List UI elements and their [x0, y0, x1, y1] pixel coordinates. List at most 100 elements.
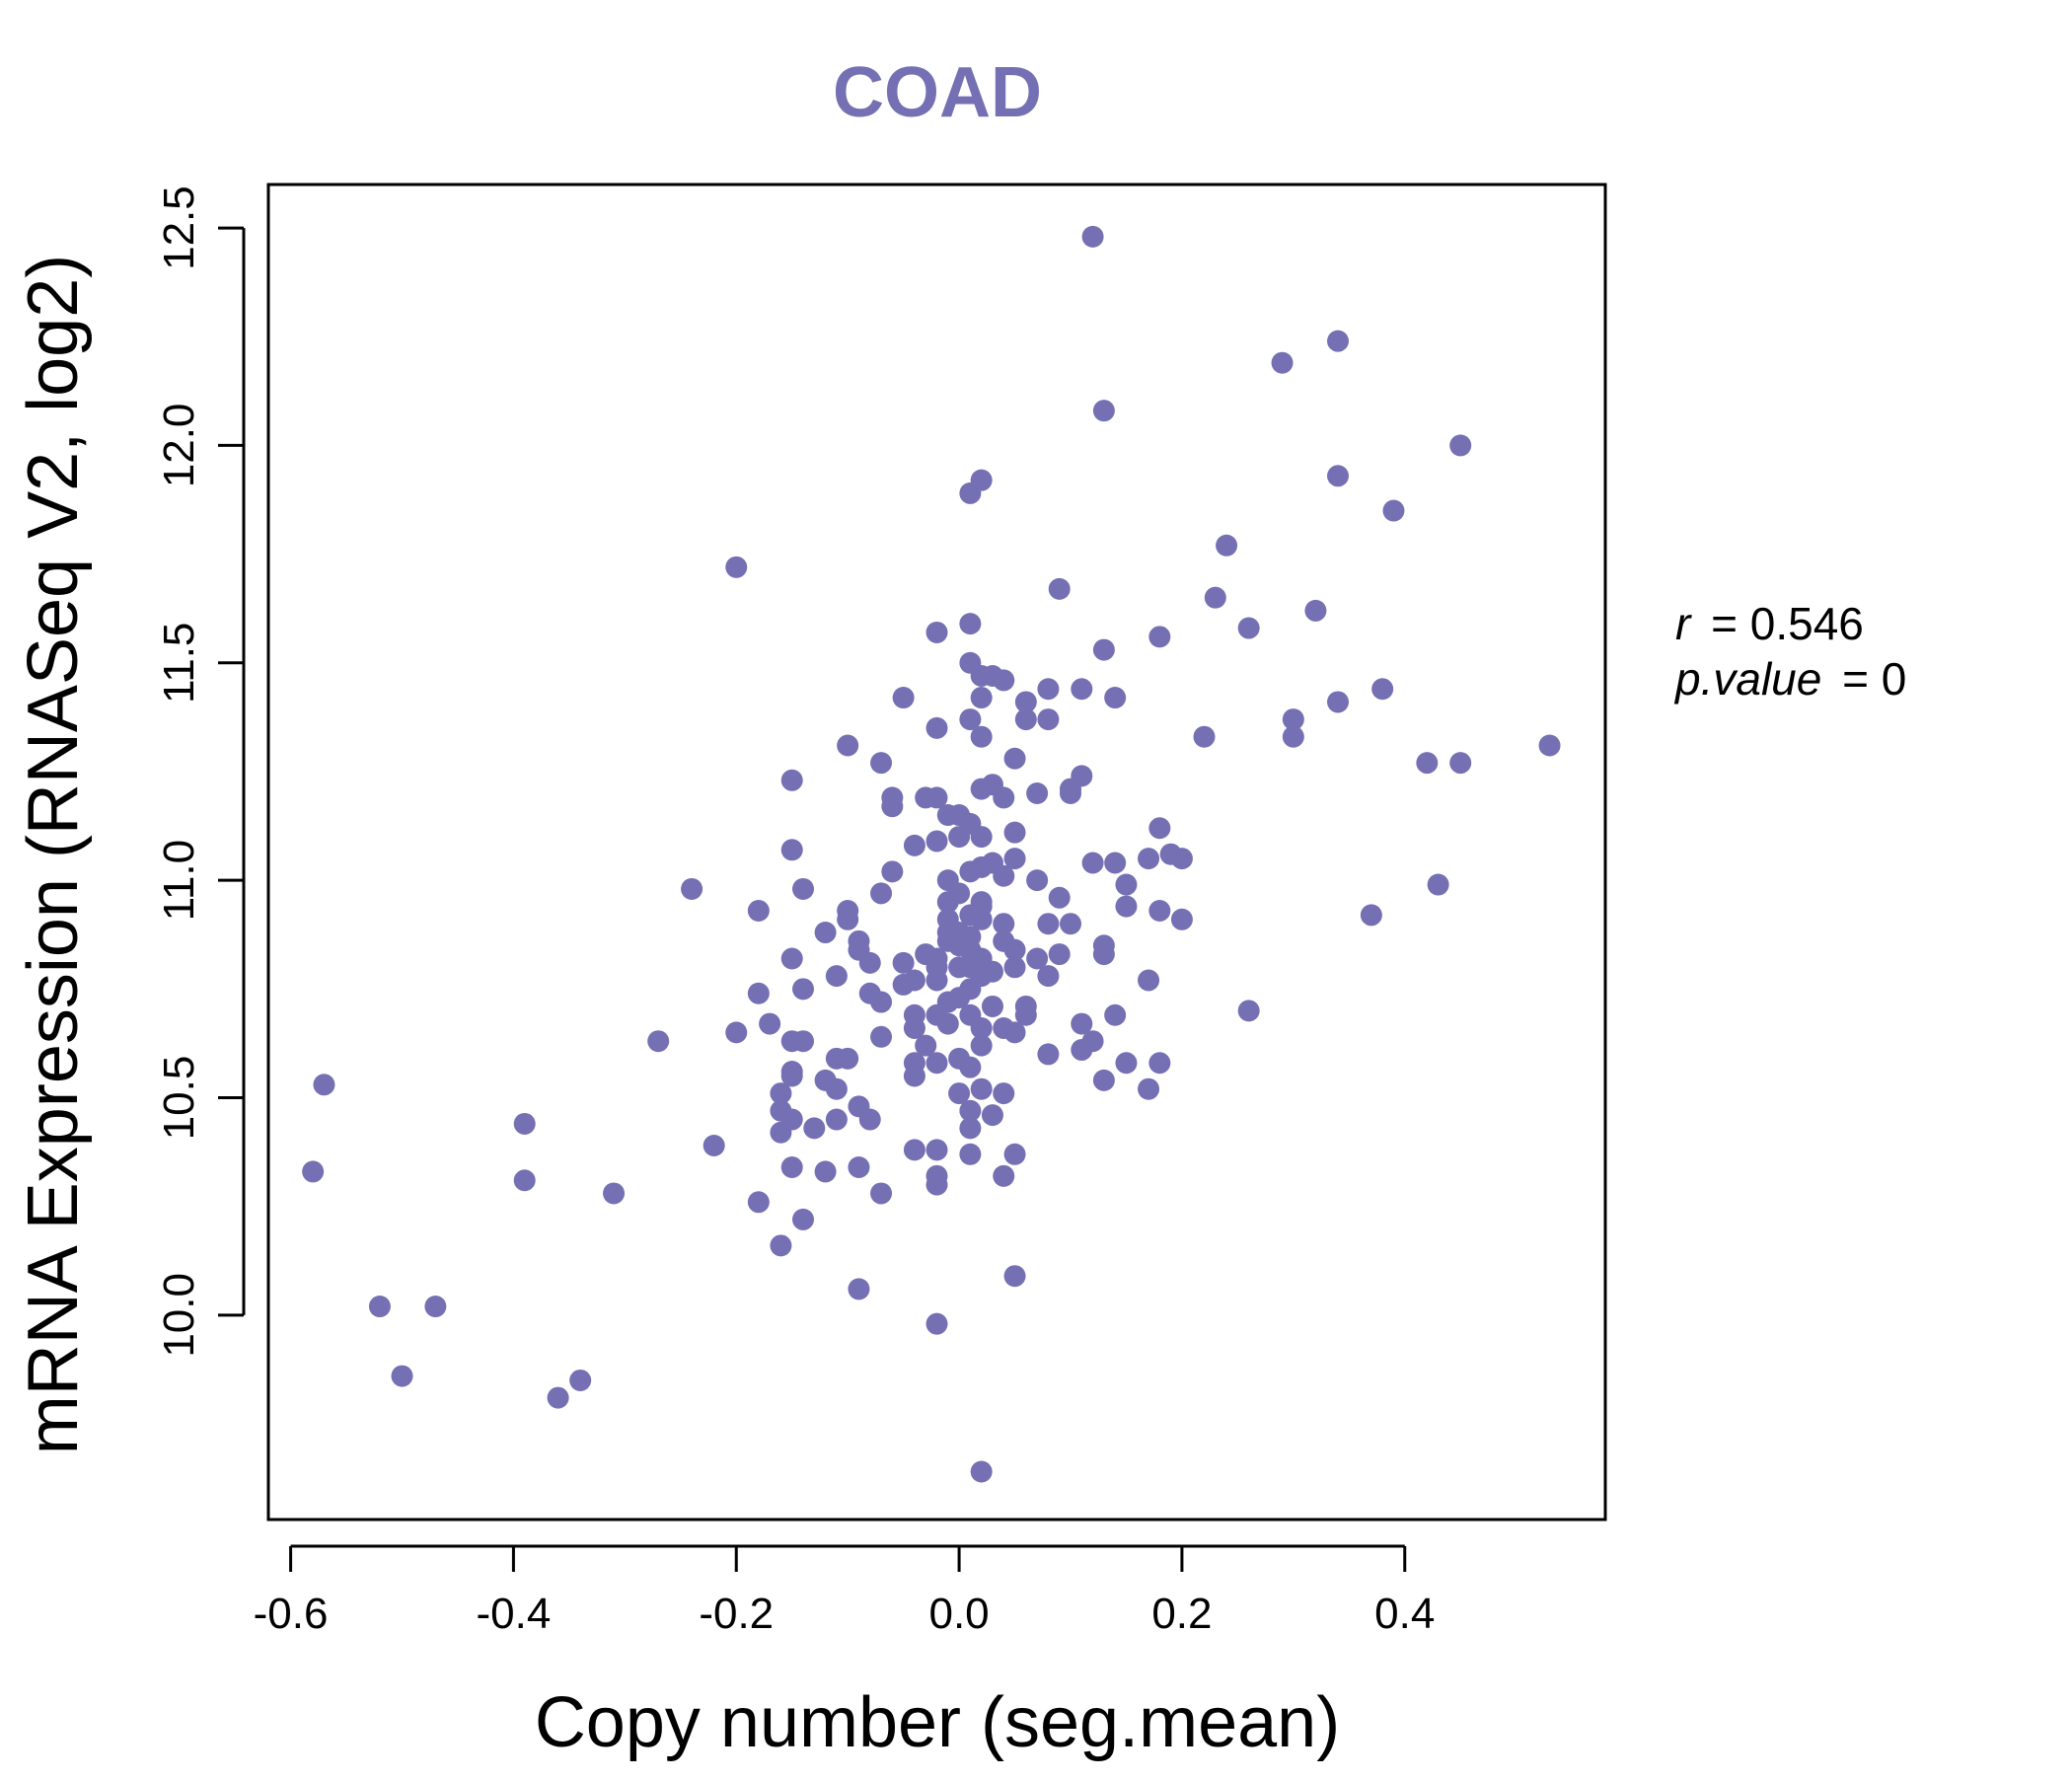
- x-tick-label: 0.2: [1151, 1590, 1212, 1638]
- data-point: [1071, 678, 1093, 701]
- data-point: [1003, 938, 1026, 961]
- y-tick-label: 11.0: [155, 840, 203, 921]
- data-point: [959, 708, 982, 731]
- data-point: [925, 786, 948, 809]
- data-point: [837, 1047, 859, 1070]
- data-point: [903, 969, 925, 992]
- data-point: [780, 1108, 803, 1131]
- data-point: [1003, 1021, 1026, 1044]
- data-point: [770, 1082, 792, 1105]
- data-point: [1037, 965, 1060, 988]
- data-point: [925, 621, 948, 643]
- data-point: [925, 1312, 948, 1335]
- data-point: [993, 669, 1015, 692]
- r-value: 0.546: [1750, 598, 1864, 649]
- data-point: [547, 1386, 569, 1409]
- data-point: [1193, 725, 1216, 748]
- data-point: [302, 1160, 325, 1183]
- data-point: [1216, 534, 1238, 557]
- data-point: [970, 895, 993, 918]
- data-point: [959, 1056, 982, 1078]
- data-point: [1037, 913, 1060, 935]
- data-point: [780, 769, 803, 791]
- data-point: [1026, 782, 1049, 805]
- data-point: [970, 1077, 993, 1100]
- data-point: [1382, 499, 1405, 522]
- data-point: [1071, 1012, 1093, 1035]
- data-point: [1304, 599, 1327, 622]
- data-point: [1026, 869, 1049, 892]
- data-point: [1204, 586, 1226, 609]
- data-point: [903, 1016, 925, 1039]
- data-point: [313, 1074, 335, 1096]
- data-point: [1115, 873, 1138, 896]
- data-point: [892, 951, 915, 974]
- data-point: [1104, 1003, 1127, 1026]
- data-point: [959, 1143, 982, 1165]
- data-point: [770, 1234, 792, 1257]
- y-tick-label: 11.5: [155, 623, 203, 704]
- data-point: [1092, 1069, 1115, 1091]
- data-point: [981, 960, 1003, 983]
- data-point: [1048, 577, 1071, 600]
- data-point: [970, 826, 993, 849]
- data-point: [792, 1030, 814, 1053]
- plot-frame: [266, 183, 1607, 1521]
- data-point: [903, 834, 925, 856]
- data-point: [892, 687, 915, 709]
- data-point: [970, 1034, 993, 1057]
- data-point: [881, 860, 904, 883]
- y-axis: 10.0 10.5 11.0 11.5 12.0 12.5: [155, 186, 246, 1358]
- data-point: [1003, 956, 1026, 979]
- data-point: [780, 839, 803, 861]
- data-point: [1081, 852, 1104, 874]
- data-point: [848, 1156, 870, 1179]
- data-point: [1003, 1143, 1026, 1165]
- data-point: [925, 716, 948, 739]
- data-point: [948, 1082, 971, 1105]
- data-point: [936, 1012, 959, 1035]
- data-point: [1003, 1265, 1026, 1288]
- r-stat: r = 0.546: [1675, 598, 1864, 649]
- x-tick-label: 0.0: [928, 1590, 989, 1638]
- plot-title: COAD: [833, 53, 1042, 132]
- data-point: [970, 1460, 993, 1483]
- r-label: r: [1675, 598, 1692, 649]
- data-point: [870, 1025, 893, 1048]
- data-point: [959, 1117, 982, 1140]
- x-tick-label: 0.4: [1374, 1590, 1435, 1638]
- data-point: [513, 1112, 536, 1135]
- data-point: [1092, 943, 1115, 966]
- data-point: [1170, 848, 1193, 870]
- data-point: [1003, 747, 1026, 770]
- data-point: [1037, 708, 1060, 731]
- data-point: [1014, 708, 1037, 731]
- data-point: [1237, 617, 1260, 639]
- data-point: [881, 786, 904, 809]
- correlation-stats: r = 0.546 p.value = 0: [1673, 598, 1906, 705]
- data-point: [513, 1169, 536, 1192]
- data-point: [1360, 904, 1382, 927]
- p-stat: p.value = 0: [1673, 653, 1906, 705]
- data-point: [870, 752, 893, 775]
- data-point: [925, 1052, 948, 1075]
- data-point: [747, 1191, 770, 1214]
- data-point: [925, 1139, 948, 1161]
- data-point: [803, 1117, 826, 1140]
- data-point: [825, 1108, 848, 1131]
- data-point: [970, 1016, 993, 1039]
- data-point: [780, 1156, 803, 1179]
- data-point: [603, 1182, 626, 1205]
- data-point: [858, 1108, 881, 1131]
- data-point: [1138, 848, 1160, 870]
- data-point: [970, 687, 993, 709]
- data-point: [981, 995, 1003, 1017]
- data-point: [1282, 725, 1304, 748]
- data-point: [993, 864, 1015, 887]
- data-point: [925, 830, 948, 853]
- data-point: [825, 1077, 848, 1100]
- data-point: [1148, 817, 1171, 840]
- data-point: [993, 1164, 1015, 1187]
- data-point: [1092, 400, 1115, 422]
- data-point: [424, 1296, 447, 1318]
